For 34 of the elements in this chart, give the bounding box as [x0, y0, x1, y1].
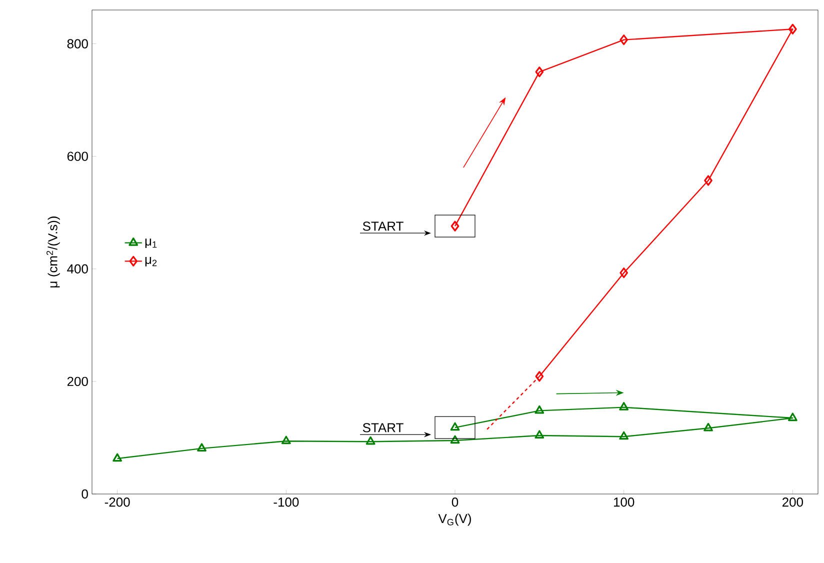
point — [619, 402, 629, 410]
point — [619, 431, 629, 440]
y-tick-label: 200 — [67, 376, 88, 386]
x-tick-label: -200 — [104, 498, 130, 507]
annotation: START — [362, 222, 404, 231]
point — [450, 435, 460, 444]
point — [450, 422, 460, 431]
x-tick-label: 100 — [614, 498, 634, 507]
point — [704, 422, 713, 432]
point — [534, 430, 544, 439]
point — [535, 66, 544, 78]
x-tick-label: 200 — [782, 498, 804, 507]
point — [788, 412, 798, 422]
point — [535, 371, 544, 382]
point — [620, 34, 628, 46]
y-tick-label: 600 — [67, 152, 88, 161]
y-tick-label: 0 — [82, 489, 88, 499]
point — [281, 436, 291, 444]
x-tick-label: -100 — [274, 498, 299, 507]
point — [112, 453, 122, 462]
legend-label: μ$_{1}$ — [145, 238, 157, 248]
x-axis-title: V$_{G}$(V) — [438, 514, 471, 526]
x-tick-label: 0 — [452, 498, 458, 507]
point — [788, 24, 797, 34]
point — [366, 436, 376, 445]
point — [197, 443, 206, 452]
point — [620, 268, 628, 278]
point — [534, 405, 544, 414]
y-tick-label: 800 — [67, 39, 88, 48]
y-tick-label: 400 — [67, 264, 88, 274]
annotation: START — [362, 423, 404, 432]
legend-label: μ$_{2}$ — [145, 257, 157, 266]
y-axis-title: μ (cm$^{2}$/(V.s)) — [46, 216, 60, 288]
point — [704, 175, 712, 186]
